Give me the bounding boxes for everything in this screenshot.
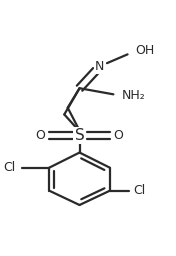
Text: OH: OH xyxy=(135,45,155,58)
Text: NH₂: NH₂ xyxy=(122,89,146,102)
Text: S: S xyxy=(75,128,84,143)
Text: O: O xyxy=(114,129,123,142)
Text: Cl: Cl xyxy=(134,184,146,197)
Text: N: N xyxy=(95,60,105,73)
Text: O: O xyxy=(36,129,46,142)
Text: Cl: Cl xyxy=(3,161,15,174)
